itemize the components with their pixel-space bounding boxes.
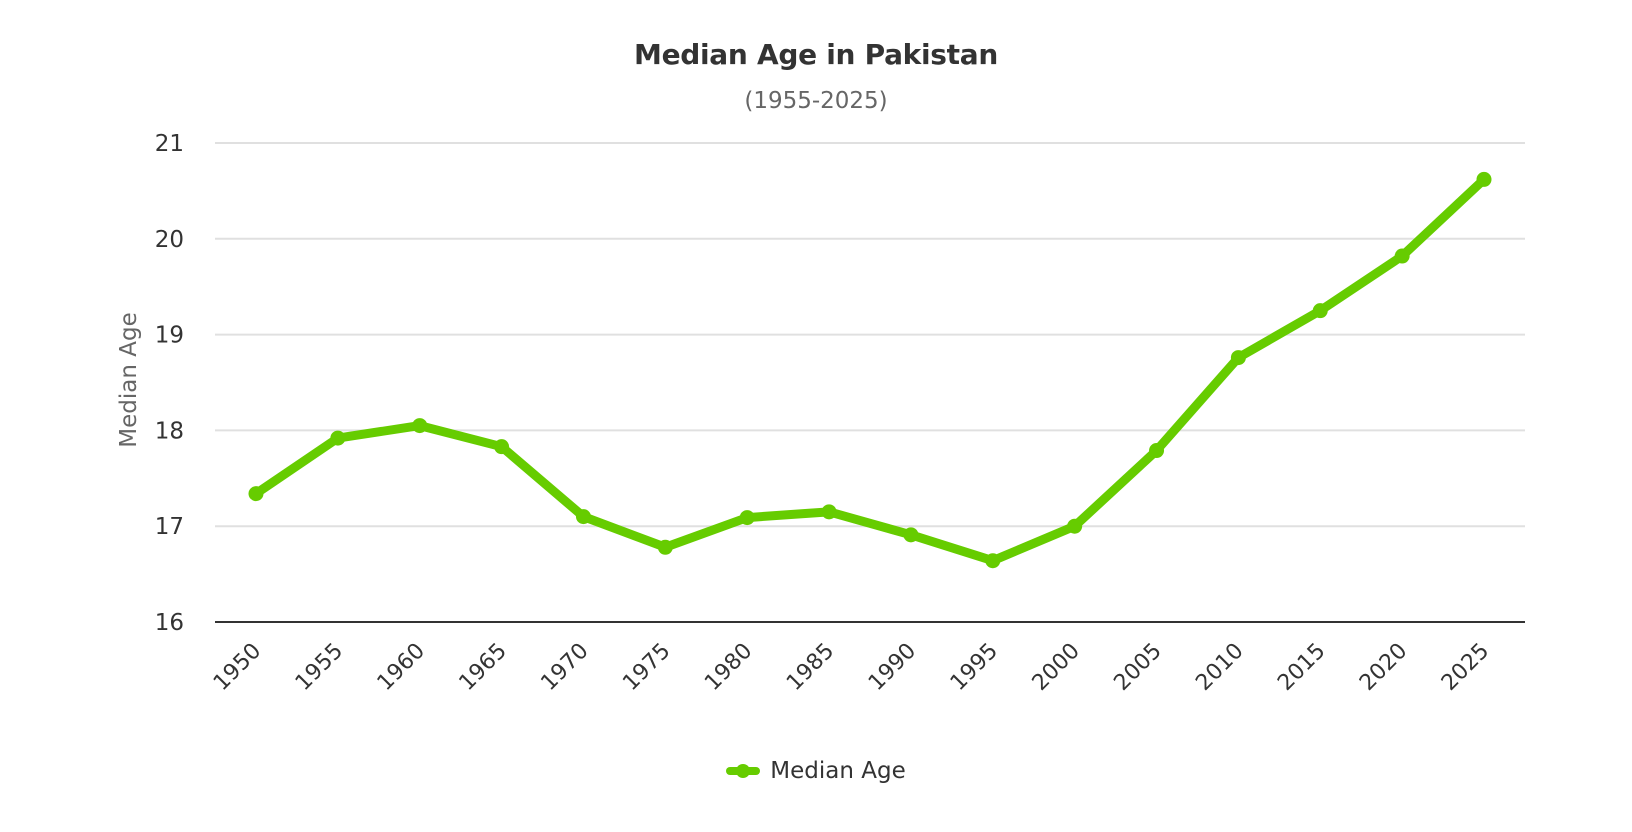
y-tick-label: 16 [155, 610, 184, 636]
grid-lines [215, 142, 1525, 528]
series-line-median-age [251, 174, 1489, 566]
series-markers [248, 171, 1492, 569]
x-tick-label: 1980 [700, 639, 757, 696]
y-tick-label: 19 [155, 323, 184, 349]
line-marker-icon [726, 764, 761, 778]
chart-title: Median Age in Pakistan [634, 38, 998, 71]
data-point[interactable] [1067, 518, 1083, 534]
x-tick-label: 1975 [618, 639, 675, 696]
x-tick-label: 1965 [455, 639, 512, 696]
data-point[interactable] [985, 553, 1001, 569]
data-point[interactable] [575, 509, 591, 525]
legend-label: Median Age [770, 758, 906, 784]
x-tick-label: 1960 [373, 639, 430, 696]
data-point[interactable] [1149, 443, 1165, 459]
data-point[interactable] [412, 418, 428, 434]
x-tick-label: 1970 [536, 639, 593, 696]
data-point[interactable] [903, 527, 919, 543]
data-point[interactable] [248, 486, 264, 502]
x-tick-label: 2020 [1355, 639, 1412, 696]
x-tick-label: 2005 [1110, 639, 1167, 696]
data-point[interactable] [1476, 171, 1492, 187]
data-point[interactable] [739, 510, 755, 526]
x-tick-label: 1950 [209, 639, 266, 696]
data-point[interactable] [1230, 350, 1246, 366]
x-tick-label: 1955 [291, 639, 348, 696]
x-tick-label: 1990 [864, 639, 921, 696]
data-point[interactable] [494, 439, 510, 455]
data-point[interactable] [1312, 303, 1328, 319]
x-tick-label: 2015 [1273, 639, 1330, 696]
data-point[interactable] [330, 430, 346, 446]
chart-subtitle: (1955-2025) [744, 88, 888, 114]
y-tick-label: 21 [155, 131, 184, 157]
y-tick-label: 20 [155, 227, 184, 253]
legend[interactable]: Median Age [0, 758, 1632, 784]
data-point[interactable] [821, 504, 837, 520]
y-tick-label: 17 [155, 514, 184, 540]
x-axis-ticks: 1950 1955 1960 1965 1970 1975 1980 1985 1990 1995… [209, 639, 1494, 696]
data-point[interactable] [657, 539, 673, 555]
x-tick-label: 1985 [782, 639, 839, 696]
data-point[interactable] [1394, 248, 1410, 264]
y-tick-label: 18 [155, 418, 184, 444]
y-axis-ticks: 16 17 18 19 20 21 [155, 131, 184, 636]
x-tick-label: 2010 [1191, 639, 1248, 696]
x-tick-label: 2000 [1028, 639, 1085, 696]
x-tick-label: 1995 [946, 639, 1003, 696]
x-tick-label: 2025 [1437, 639, 1494, 696]
y-axis-label: Median Age [116, 312, 142, 447]
